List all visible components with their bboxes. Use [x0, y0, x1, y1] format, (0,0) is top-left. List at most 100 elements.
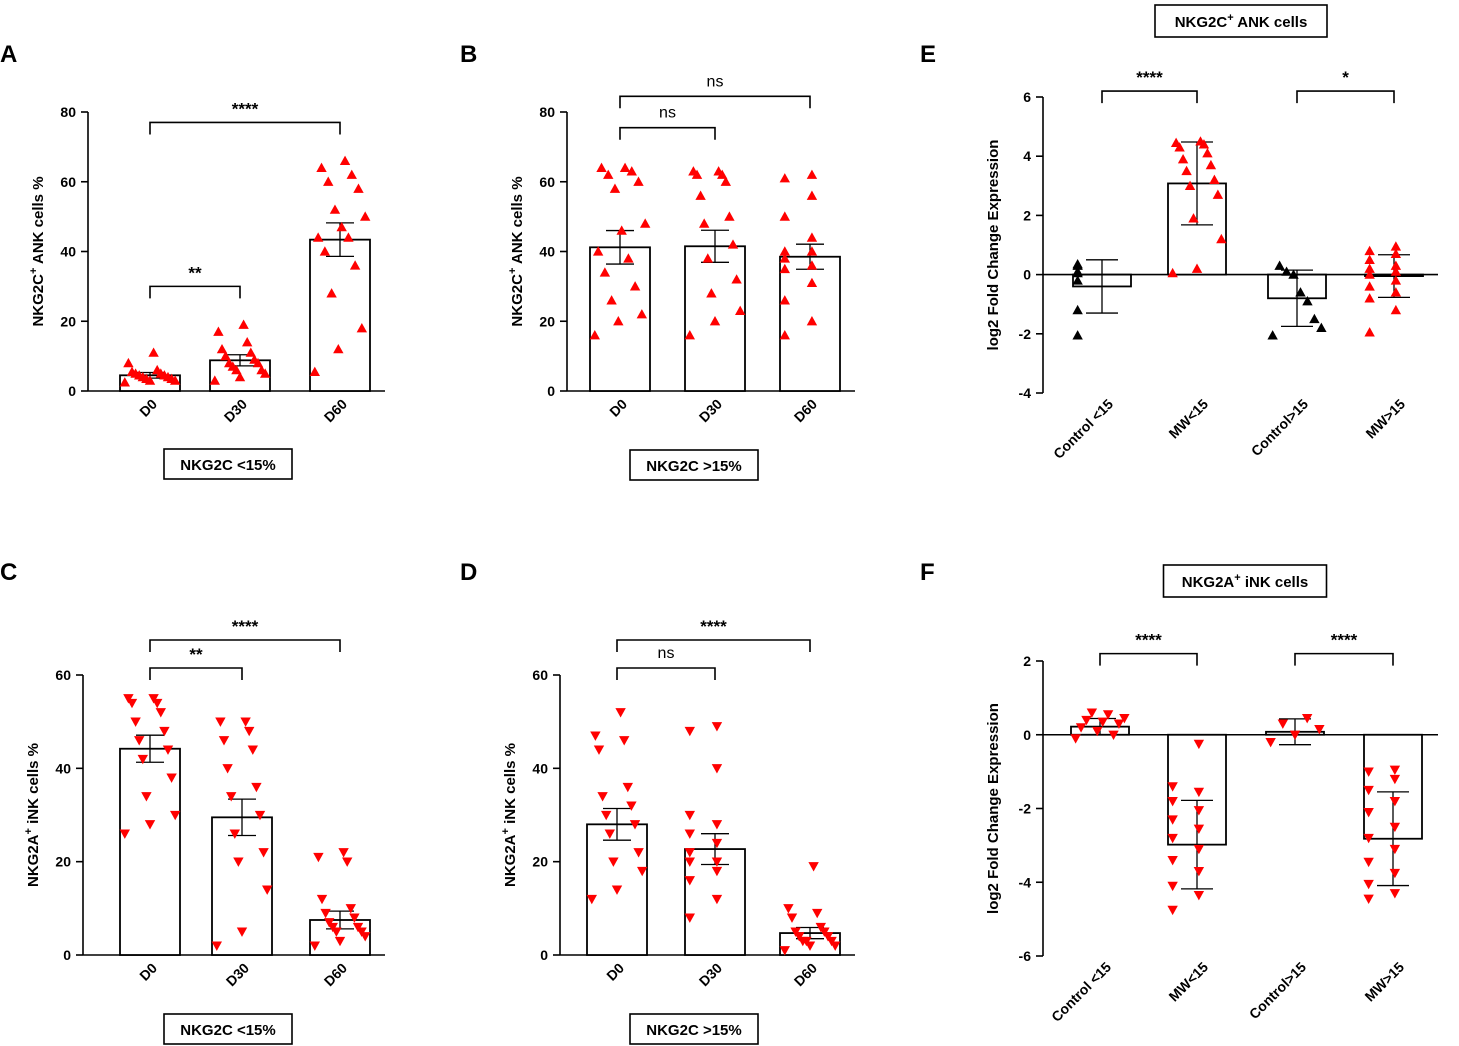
data-point — [711, 857, 723, 867]
data-point — [1072, 266, 1083, 276]
group-label: NKG2C >15% — [646, 1022, 741, 1039]
data-point — [603, 169, 614, 179]
data-point — [244, 726, 255, 737]
chart-title-text: NKG2C — [1175, 14, 1228, 31]
data-point — [779, 253, 790, 263]
data-point — [1167, 855, 1178, 866]
data-point — [1389, 765, 1401, 775]
data-point — [1389, 868, 1401, 879]
panel-e: E -4 -2 0 2 4 6 log2 Fold Change Expression Cont… — [920, 4, 1438, 462]
data-point — [353, 183, 364, 193]
data-point — [1302, 296, 1313, 306]
significance-bracket — [149, 285, 241, 299]
data-point — [333, 343, 344, 354]
data-point — [1309, 313, 1320, 324]
x-tick-label: D0 — [606, 396, 630, 420]
data-point — [808, 862, 819, 872]
significance-bracket — [619, 95, 811, 109]
data-point — [1288, 269, 1299, 279]
data-point — [211, 941, 222, 951]
y-tick-label: 40 — [60, 244, 76, 260]
data-point — [806, 316, 818, 326]
data-point — [1364, 263, 1375, 273]
data-point — [345, 904, 356, 914]
data-point — [245, 347, 256, 357]
data-point — [1086, 708, 1098, 718]
x-tick-label: D0 — [136, 960, 160, 984]
data-point — [806, 169, 818, 179]
y-tick-label: 2 — [1023, 653, 1031, 669]
data-point — [1389, 822, 1401, 833]
significance-label: ** — [189, 645, 203, 664]
data-point — [326, 288, 337, 298]
data-point — [155, 708, 166, 718]
data-point — [215, 717, 226, 727]
group-label-box — [629, 449, 759, 481]
y-axis-label-text: NKG2A — [502, 834, 519, 887]
data-point — [1177, 153, 1189, 164]
data-point — [586, 894, 597, 905]
data-point — [349, 260, 361, 270]
data-point — [702, 253, 713, 263]
group-label: NKG2C <15% — [180, 457, 275, 474]
y-tick-label: 60 — [55, 667, 71, 683]
significance-label: ** — [188, 263, 202, 282]
x-tick-label: D30 — [696, 396, 726, 426]
y-tick-label: 40 — [532, 760, 548, 776]
data-point — [684, 848, 695, 858]
data-point — [688, 166, 699, 176]
data-point — [779, 173, 790, 183]
data-point — [684, 876, 695, 886]
data-point — [1209, 174, 1220, 185]
data-point — [699, 218, 710, 228]
x-tick-label: MW<15 — [1165, 396, 1211, 442]
data-point — [134, 736, 145, 746]
data-point — [684, 810, 695, 821]
data-point — [619, 736, 630, 746]
data-point — [711, 866, 723, 877]
data-point — [1390, 287, 1402, 297]
data-point — [1363, 785, 1374, 796]
data-point — [159, 726, 170, 737]
data-point — [1390, 248, 1402, 259]
data-point — [604, 829, 615, 839]
data-point — [1314, 725, 1325, 735]
data-point — [1202, 148, 1213, 158]
data-point — [346, 169, 357, 179]
data-point — [213, 326, 224, 336]
data-point — [1364, 293, 1375, 303]
data-point — [815, 922, 826, 933]
y-axis-label-sup: + — [28, 268, 40, 274]
chart-title-text: NKG2A — [1182, 574, 1235, 591]
significance-label: ns — [658, 645, 675, 662]
data-point — [779, 946, 790, 956]
significance-bracket — [1296, 90, 1395, 104]
data-point — [1267, 330, 1278, 340]
data-point — [1167, 796, 1178, 807]
significance-label: * — [1342, 68, 1349, 87]
x-tick-label: D0 — [603, 960, 627, 984]
data-point — [1170, 137, 1182, 148]
data-point — [608, 857, 619, 867]
data-point — [640, 218, 651, 228]
data-point — [1108, 730, 1119, 740]
data-point — [636, 309, 648, 319]
data-point — [249, 354, 260, 364]
chart-title-box — [1162, 564, 1328, 598]
data-point — [324, 918, 335, 928]
data-point — [329, 204, 341, 214]
data-point — [1070, 734, 1081, 744]
data-point — [1072, 259, 1083, 269]
y-tick-label: 80 — [60, 104, 76, 120]
significance-bracket — [619, 126, 716, 140]
data-point — [1390, 304, 1402, 315]
y-tick-label: 0 — [68, 383, 76, 399]
data-point — [216, 343, 228, 354]
data-point — [611, 885, 623, 895]
x-tick-label: D60 — [321, 396, 351, 426]
data-point — [1364, 245, 1375, 256]
panel-letter: D — [460, 559, 477, 586]
data-point — [1167, 815, 1178, 825]
